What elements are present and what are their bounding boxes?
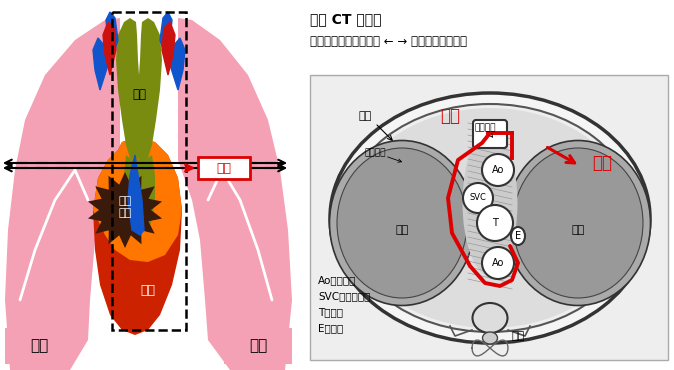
Polygon shape bbox=[93, 38, 108, 90]
Text: 壁側胸膜: 壁側胸膜 bbox=[364, 148, 386, 158]
Text: 左肺: 左肺 bbox=[572, 225, 584, 235]
Circle shape bbox=[463, 183, 493, 213]
Polygon shape bbox=[93, 138, 182, 335]
Polygon shape bbox=[128, 155, 144, 235]
Bar bbox=[224, 328, 292, 364]
Text: E: E bbox=[515, 231, 521, 241]
Polygon shape bbox=[103, 22, 116, 75]
Ellipse shape bbox=[337, 148, 467, 298]
Text: T：気管: T：気管 bbox=[318, 307, 343, 317]
Bar bbox=[5, 328, 73, 364]
Ellipse shape bbox=[462, 131, 518, 276]
Circle shape bbox=[482, 247, 514, 279]
Text: Ao：大動脈: Ao：大動脈 bbox=[318, 275, 357, 285]
Text: E：食道: E：食道 bbox=[318, 323, 343, 333]
Polygon shape bbox=[106, 12, 118, 60]
Text: 胸部 CT 画像：: 胸部 CT 画像： bbox=[310, 12, 381, 26]
Polygon shape bbox=[116, 18, 143, 160]
Text: 背骨: 背骨 bbox=[512, 331, 524, 341]
Ellipse shape bbox=[513, 148, 643, 298]
Text: Ao: Ao bbox=[492, 258, 504, 268]
Text: 臓側胸膜: 臓側胸膜 bbox=[474, 124, 496, 132]
Text: T: T bbox=[492, 218, 498, 228]
Circle shape bbox=[482, 154, 514, 186]
Ellipse shape bbox=[330, 93, 650, 343]
Polygon shape bbox=[93, 138, 182, 262]
Text: 胸腔: 胸腔 bbox=[440, 107, 460, 125]
Circle shape bbox=[477, 205, 513, 241]
Text: 右肺: 右肺 bbox=[396, 225, 408, 235]
Text: 右肺: 右肺 bbox=[30, 339, 48, 353]
Polygon shape bbox=[162, 22, 175, 75]
Polygon shape bbox=[135, 18, 162, 160]
Text: 左肺: 左肺 bbox=[249, 339, 267, 353]
Ellipse shape bbox=[511, 227, 525, 245]
Polygon shape bbox=[5, 18, 120, 370]
Ellipse shape bbox=[348, 108, 632, 328]
Text: 縦隔: 縦隔 bbox=[216, 161, 231, 175]
Polygon shape bbox=[178, 18, 292, 370]
Bar bbox=[198, 157, 250, 179]
Polygon shape bbox=[88, 172, 162, 248]
Ellipse shape bbox=[472, 303, 508, 333]
Text: 縦隔: 縦隔 bbox=[592, 154, 612, 172]
Bar bbox=[310, 75, 668, 360]
Polygon shape bbox=[123, 155, 155, 233]
Ellipse shape bbox=[330, 141, 474, 306]
Polygon shape bbox=[160, 12, 172, 60]
Text: 胸壁: 胸壁 bbox=[359, 111, 371, 121]
Polygon shape bbox=[170, 38, 185, 90]
Text: 左図内の二重点線部（ ← → ）での体の横断像: 左図内の二重点線部（ ← → ）での体の横断像 bbox=[310, 35, 467, 48]
Ellipse shape bbox=[483, 332, 497, 344]
Text: 心臓: 心臓 bbox=[140, 283, 156, 296]
Text: 胸腺: 胸腺 bbox=[132, 88, 146, 101]
Text: SVC: SVC bbox=[470, 194, 487, 202]
Text: 縦隔
腫瘍: 縦隔 腫瘍 bbox=[119, 196, 131, 218]
FancyBboxPatch shape bbox=[473, 120, 507, 148]
Text: Ao: Ao bbox=[492, 165, 504, 175]
Ellipse shape bbox=[342, 104, 638, 332]
Bar bbox=[112, 12, 186, 330]
Ellipse shape bbox=[506, 141, 650, 306]
Text: SVC：上大静脈: SVC：上大静脈 bbox=[318, 291, 371, 301]
